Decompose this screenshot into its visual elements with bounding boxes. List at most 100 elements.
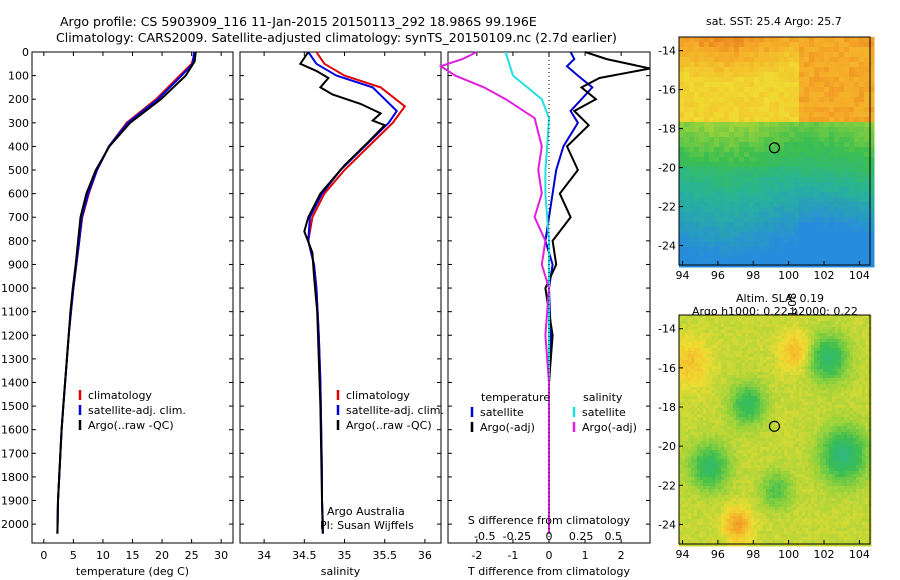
map-cell [784,107,790,113]
map-cell [772,369,776,373]
map-cell [739,387,743,391]
map-cell [699,72,705,78]
map-cell [829,92,835,98]
map-cell [787,354,791,358]
map-cell [685,378,689,382]
map-cell [850,396,854,400]
map-cell [850,315,854,319]
map-cell [817,399,821,403]
map-cell [859,417,863,421]
map-cell [850,318,854,322]
map-cell [819,82,825,88]
map-cell [679,42,685,48]
map-cell [766,429,770,433]
map-cell [703,438,707,442]
map-cell [685,330,689,334]
map-cell [799,197,805,203]
map-cell [769,102,775,108]
map-cell [730,327,734,331]
map-cell [684,212,690,218]
map-cell [774,37,780,43]
map-cell [805,333,809,337]
map-cell [714,82,720,88]
map-cell [839,202,845,208]
map-cell [804,237,810,243]
legend-label: Argo(..raw -QC) [88,419,174,432]
map-cell [790,399,794,403]
map-cell [679,402,683,406]
map-cell [751,405,755,409]
map-cell [796,450,800,454]
map-cell [757,327,761,331]
map-cell [730,336,734,340]
map-cell [811,405,815,409]
map-cell [709,232,715,238]
map-cell [823,435,827,439]
map-cell [764,132,770,138]
map-cell [809,132,815,138]
map-cell [724,429,728,433]
map-cell [799,384,803,388]
map-cell [774,187,780,193]
map-cell [742,411,746,415]
map-cell [754,252,760,258]
map-cell [772,438,776,442]
map-cell [769,177,775,183]
map-cell [802,315,806,319]
map-cell [859,157,865,163]
map-cell [757,435,761,439]
map-cell [865,321,869,325]
map-cell [694,132,700,138]
map-cell [679,142,685,148]
map-cell [697,360,701,364]
sla-map-panel: 94 96 98 100 102 104-14-16-18-20-22-24 [658,314,872,561]
map-cell [841,429,845,433]
map-cell [694,333,698,337]
map-cell [688,390,692,394]
map-cell [817,351,821,355]
map-cell [820,375,824,379]
map-cell [682,423,686,427]
map-cell [751,336,755,340]
map-cell [814,177,820,183]
map-cell [811,402,815,406]
map-cell [850,336,854,340]
map-cell [859,423,863,427]
map-cell [772,426,776,430]
map-cell [759,182,765,188]
map-cell [854,257,860,263]
map-cell [691,423,695,427]
map-cell [847,372,851,376]
map-cell [719,227,725,233]
map-cell [799,67,805,73]
map-cell [769,232,775,238]
map-cell [819,237,825,243]
map-cell [727,327,731,331]
map-cell [844,342,848,346]
map-cell [769,72,775,78]
map-cell [679,372,683,376]
map-cell [769,402,773,406]
map-cell [763,327,767,331]
map-cell [859,372,863,376]
map-cell [760,372,764,376]
map-cell [794,167,800,173]
map-cell [854,62,860,68]
map-cell [754,217,760,223]
map-cell [764,87,770,93]
map-cell [739,378,743,382]
map-cell [832,369,836,373]
map-cell [724,112,730,118]
map-cell [706,402,710,406]
map-cell [694,423,698,427]
map-cell [744,92,750,98]
map-cell [832,417,836,421]
map-cell [850,369,854,373]
map-cell [793,444,797,448]
map-cell [751,315,755,319]
map-cell [869,192,875,198]
map-cell [679,348,683,352]
map-cell [817,372,821,376]
map-cell [808,435,812,439]
map-cell [823,384,827,388]
